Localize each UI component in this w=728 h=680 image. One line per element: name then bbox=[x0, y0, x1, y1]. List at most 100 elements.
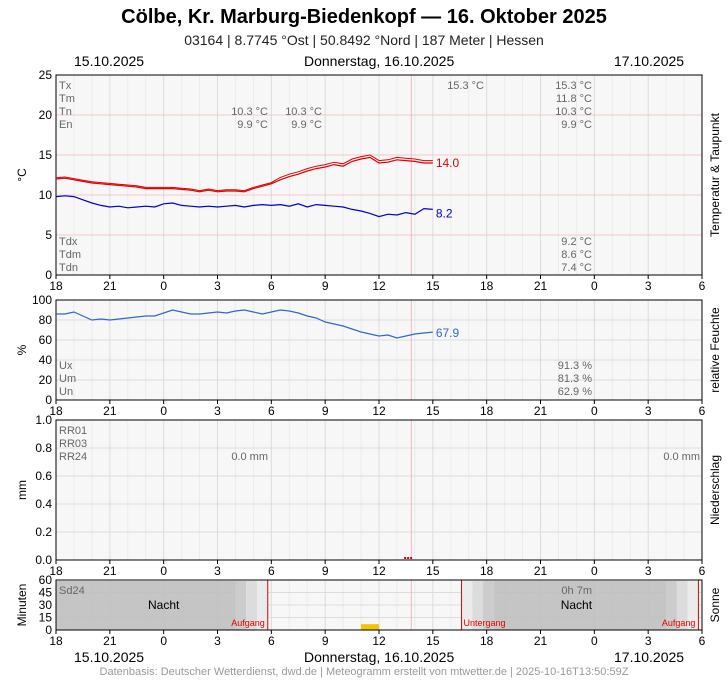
twilight-1c bbox=[256, 581, 268, 630]
x-tick-label: 3 bbox=[645, 634, 652, 648]
night-label: Nacht bbox=[148, 598, 180, 612]
humidity-end-label: 67.9 bbox=[436, 326, 460, 340]
stat-prev-RR24: 0.0 mm bbox=[231, 451, 268, 463]
x-tick-label: 6 bbox=[268, 634, 275, 648]
y-axis-label: °C bbox=[15, 168, 29, 182]
x-tick-label: 0 bbox=[591, 404, 598, 418]
sunshine-bar bbox=[361, 624, 380, 630]
stat-label-Um: Um bbox=[59, 373, 76, 385]
dewpoint-end-label: 8.2 bbox=[436, 206, 453, 220]
x-tick-label: 9 bbox=[322, 404, 329, 418]
x-tick-label: 18 bbox=[480, 404, 494, 418]
x-tick-label: 0 bbox=[591, 634, 598, 648]
temperature-line bbox=[55, 156, 433, 193]
stat-next-Um: 81.3 % bbox=[558, 373, 592, 385]
y-tick-label: 80 bbox=[39, 313, 53, 327]
y-tick-label: 20 bbox=[39, 108, 53, 122]
x-tick-label: 18 bbox=[49, 564, 63, 578]
x-tick-label: 9 bbox=[322, 564, 329, 578]
y-tick-label: 100 bbox=[32, 293, 52, 307]
stat-next-Tdm: 8.6 °C bbox=[561, 249, 592, 261]
stat-next-En: 9.9 °C bbox=[561, 119, 592, 131]
night-shade-2 bbox=[493, 581, 667, 630]
x-tick-label: 0 bbox=[160, 634, 167, 648]
stat-label-RR03: RR03 bbox=[59, 438, 87, 450]
x-tick-label: 6 bbox=[268, 564, 275, 578]
x-tick-label: 12 bbox=[372, 404, 386, 418]
x-tick-label: 6 bbox=[268, 404, 275, 418]
humidity-line bbox=[56, 309, 433, 339]
sunrise-label: Aufgang bbox=[662, 618, 696, 628]
stat-prev2-Tn: 10.3 °C bbox=[285, 106, 322, 118]
stat-label-Tdn: Tdn bbox=[59, 262, 78, 274]
y-tick-label: 15 bbox=[39, 148, 53, 162]
y-tick-label: 0 bbox=[45, 393, 52, 407]
x-tick-label: 18 bbox=[480, 279, 494, 293]
x-tick-label: 0 bbox=[160, 404, 167, 418]
x-tick-label: 6 bbox=[699, 634, 706, 648]
x-tick-label: 21 bbox=[103, 279, 117, 293]
x-tick-label: 0 bbox=[591, 279, 598, 293]
twilight-2c bbox=[483, 581, 494, 630]
x-tick-label: 3 bbox=[214, 279, 221, 293]
x-tick-label: 18 bbox=[49, 634, 63, 648]
x-tick-label: 9 bbox=[322, 634, 329, 648]
stat-prev-Tn: 10.3 °C bbox=[231, 106, 268, 118]
stat-next-Tx: 15.3 °C bbox=[555, 80, 592, 92]
stat-cur-Tx: 15.3 °C bbox=[447, 80, 484, 92]
stat-next-Sd24: 0h 7m bbox=[561, 585, 592, 597]
x-tick-label: 0 bbox=[160, 279, 167, 293]
twilight-3b bbox=[676, 581, 688, 630]
y-tick-label: 60 bbox=[39, 573, 53, 587]
station-info: 03164 | 8.7745 °Ost | 50.8492 °Nord | 18… bbox=[184, 32, 544, 48]
y-tick-label: 60 bbox=[39, 333, 53, 347]
x-tick-label: 3 bbox=[214, 564, 221, 578]
night-shade-1 bbox=[56, 581, 236, 630]
y-tick-label: 0 bbox=[45, 623, 52, 637]
stat-prev2-En: 9.9 °C bbox=[291, 119, 322, 131]
x-tick-label: 3 bbox=[214, 634, 221, 648]
x-tick-label: 0 bbox=[160, 564, 167, 578]
y-tick-label: 10 bbox=[39, 188, 53, 202]
stat-label-Ux: Ux bbox=[59, 360, 73, 372]
x-tick-label: 15 bbox=[426, 404, 440, 418]
y-tick-label: 15 bbox=[39, 611, 53, 625]
y-tick-label: 0 bbox=[45, 268, 52, 282]
temperature-end-label: 14.0 bbox=[436, 156, 460, 170]
stat-label-RR01: RR01 bbox=[59, 425, 87, 437]
twilight-1a bbox=[235, 581, 247, 630]
x-tick-label: 21 bbox=[103, 634, 117, 648]
x-tick-label: 6 bbox=[699, 279, 706, 293]
stat-label-Sd24: Sd24 bbox=[59, 585, 85, 597]
stat-next-Tn: 10.3 °C bbox=[555, 106, 592, 118]
dewpoint-line bbox=[55, 195, 433, 218]
footer-credits: Datenbasis: Deutscher Wetterdienst, dwd.… bbox=[99, 666, 629, 678]
stat-next-Un: 62.9 % bbox=[558, 386, 592, 398]
x-tick-label: 21 bbox=[534, 404, 548, 418]
x-tick-label: 18 bbox=[480, 564, 494, 578]
sunset-label: Untergang bbox=[464, 618, 506, 628]
stat-label-Un: Un bbox=[59, 386, 73, 398]
stat-label-En: En bbox=[59, 119, 72, 131]
y-axis-label: mm bbox=[15, 480, 29, 500]
stat-label-Tx: Tx bbox=[59, 80, 72, 92]
y-tick-label: 1.0 bbox=[35, 413, 52, 427]
stat-next-Ux: 91.3 % bbox=[558, 360, 592, 372]
stat-label-Tdx: Tdx bbox=[59, 236, 78, 248]
side-label: relative Feuchte bbox=[708, 307, 722, 393]
x-tick-label: 21 bbox=[103, 564, 117, 578]
y-tick-label: 40 bbox=[39, 353, 53, 367]
stat-next-Tdx: 9.2 °C bbox=[561, 236, 592, 248]
stat-next-RR24: 0.0 mm bbox=[663, 451, 700, 463]
x-tick-label: 21 bbox=[103, 404, 117, 418]
x-tick-label: 3 bbox=[645, 564, 652, 578]
x-tick-label: 15 bbox=[426, 634, 440, 648]
y-tick-label: 0.8 bbox=[35, 441, 52, 455]
twilight-3a bbox=[666, 581, 677, 630]
page-title: Cölbe, Kr. Marburg-Biedenkopf — 16. Okto… bbox=[121, 6, 607, 28]
x-tick-label: 15 bbox=[426, 279, 440, 293]
x-tick-label: 6 bbox=[699, 564, 706, 578]
x-tick-label: 12 bbox=[372, 564, 386, 578]
y-tick-label: 30 bbox=[39, 598, 53, 612]
x-tick-label: 3 bbox=[214, 404, 221, 418]
